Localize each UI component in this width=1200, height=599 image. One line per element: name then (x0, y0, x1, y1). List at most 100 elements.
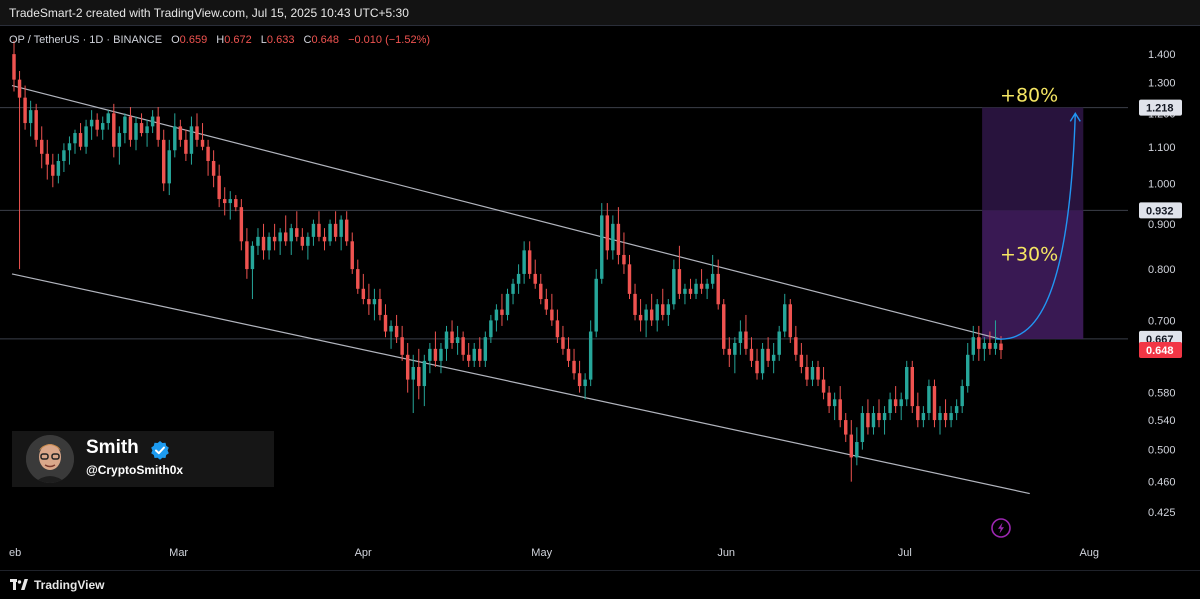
candle (261, 223, 266, 260)
tradingview-brand: TradingView (34, 578, 105, 592)
candle (539, 273, 543, 305)
candle (134, 116, 138, 151)
price-badge-label: 0.648 (1146, 345, 1174, 357)
candle-body (372, 299, 377, 305)
candle-body (189, 126, 194, 154)
candle (466, 342, 471, 368)
candle-body (522, 250, 526, 274)
profile-name: Smith (86, 437, 139, 458)
candle-body (960, 386, 964, 407)
candle (622, 232, 626, 274)
price-chart[interactable]: +80%+30% 1.4001.3001.2001.1001.0000.9000… (0, 26, 1200, 570)
candle (832, 392, 837, 421)
channel-line-lower (11, 273, 1030, 495)
profile-handle: @CryptoSmith0x (86, 463, 184, 477)
candle-body (106, 113, 110, 124)
tradingview-logo[interactable]: TradingView (10, 578, 104, 592)
candle (167, 139, 171, 196)
candle (932, 379, 937, 428)
candle (511, 278, 515, 305)
candle-body (738, 331, 743, 343)
candle (744, 314, 748, 355)
candle-body (544, 299, 549, 310)
target-zone-label-1: +30% (1000, 243, 1058, 265)
candle (616, 207, 621, 265)
candle (566, 337, 571, 368)
candle-body (888, 399, 892, 414)
candle (283, 215, 288, 246)
candle (322, 228, 327, 251)
target-zone-label-0: +80% (1000, 85, 1058, 107)
candle-body (472, 348, 476, 361)
price-tick-label: 0.580 (1148, 388, 1176, 400)
price-tick-label: 0.800 (1148, 264, 1176, 276)
candle (533, 259, 537, 289)
candle-body (267, 236, 271, 251)
candle (189, 116, 194, 165)
candle (777, 325, 781, 361)
legend-high-label: H (216, 34, 224, 46)
candle (117, 126, 122, 165)
candle-body (344, 219, 349, 242)
candle-body (206, 146, 210, 161)
candle-body (150, 116, 155, 127)
lightning-icon[interactable] (991, 518, 1011, 538)
candle-body (101, 123, 105, 130)
candle-body (561, 337, 565, 349)
candle (688, 278, 693, 300)
candle (300, 228, 305, 251)
candle-body (672, 269, 676, 305)
candle (954, 399, 959, 421)
candle (960, 379, 964, 414)
legend-change: −0.010 (−1.52%) (348, 34, 430, 46)
candle-body (494, 309, 499, 321)
candle-body (855, 442, 859, 458)
price-badge: 0.648 (1139, 342, 1182, 359)
candle-body (971, 337, 975, 355)
legend-open-label: O (171, 34, 180, 46)
candle (472, 342, 476, 368)
candle-body (173, 126, 177, 151)
target-zones (982, 107, 1084, 339)
candle (106, 110, 110, 130)
candle-body (893, 399, 898, 407)
candle (494, 304, 499, 332)
candle-body (655, 304, 659, 321)
candle-body (300, 236, 305, 246)
candle (638, 299, 643, 332)
candle (749, 337, 754, 368)
candle-body (899, 399, 903, 407)
candle-body (328, 223, 332, 242)
candle-body (62, 150, 66, 161)
candle (161, 129, 166, 192)
candle (866, 399, 870, 435)
legend-close: 0.648 (311, 34, 339, 46)
candle-body (295, 228, 299, 237)
price-badge-label: 1.218 (1146, 103, 1174, 115)
candle (977, 325, 981, 361)
candle-body (600, 215, 604, 279)
time-axis[interactable]: eb Mar Apr May Jun Jul Aug (9, 547, 1099, 559)
price-badge: 0.932 (1139, 202, 1182, 219)
candle-body (67, 143, 72, 151)
candle-body (51, 164, 55, 176)
candle (666, 299, 671, 326)
candle-body (588, 331, 593, 380)
candle-body (428, 348, 432, 361)
candle-body (527, 250, 532, 274)
candle-body (400, 337, 404, 355)
candle (583, 373, 587, 400)
candle-body (123, 116, 127, 134)
candle-body (361, 288, 366, 300)
candle-body (195, 126, 199, 140)
candle-body (838, 399, 842, 421)
candle-body (832, 399, 837, 407)
candle-body (616, 223, 621, 255)
candle (844, 413, 848, 443)
candle (73, 129, 77, 154)
candle (394, 314, 399, 343)
candle-body (500, 309, 504, 315)
candle (993, 320, 998, 355)
time-tick-label: May (531, 547, 552, 559)
candle-body (760, 348, 765, 374)
